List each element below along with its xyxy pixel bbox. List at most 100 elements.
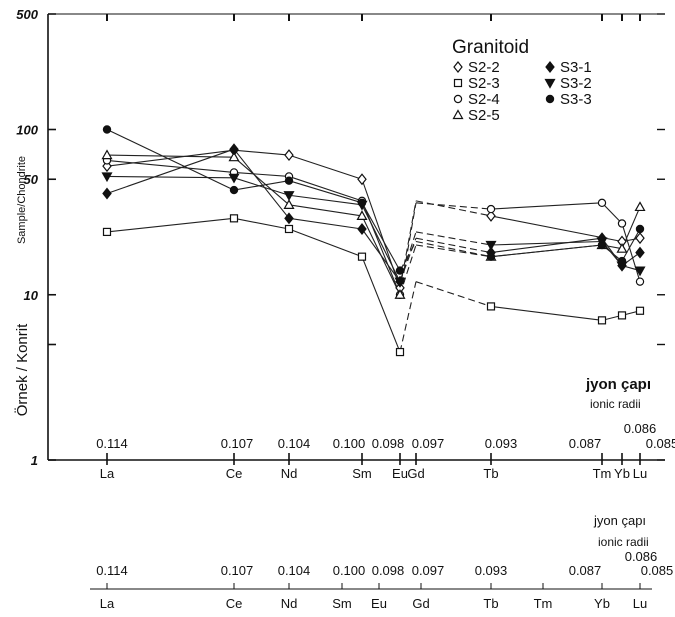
legend-marker-s3-1: [545, 61, 555, 73]
y-tick-labels: 500 100 50 10 1: [16, 7, 38, 468]
radius-label-sm: 0.100: [333, 436, 366, 451]
point-s3-2-eu: [394, 277, 406, 288]
series-s2-2-segment-gd-tb: [415, 200, 492, 217]
scale-radius-gd: 0.097: [412, 563, 445, 578]
x-label-eu: Eu: [392, 466, 408, 481]
series-s2-3-segment-la-ce: [106, 217, 235, 233]
series-s3-1-segment-tb-tm: [490, 237, 603, 254]
series-s2-4-segment-tm-yb: [601, 202, 623, 224]
series-s2-5-segment-eu-gd: [399, 244, 417, 295]
radius-label-tb: 0.093: [485, 436, 518, 451]
series-s3-2-segment-tb-tm: [490, 240, 603, 246]
point-s3-3-la: [102, 125, 112, 134]
point-s2-5-nd: [283, 199, 295, 209]
point-s3-1-ce: [229, 143, 239, 156]
x-label-tm: Tm: [593, 466, 612, 481]
series-s3-2-segment-sm-eu: [361, 204, 401, 282]
series-s3-3-segment-yb-lu: [621, 228, 641, 262]
series-s2-3-segment-ce-nd: [233, 217, 290, 230]
radius-label-eu: 0.098: [372, 436, 405, 451]
scale-element-la: La: [100, 596, 115, 611]
scale-radius-la: 0.114: [96, 563, 128, 578]
x-label-nd: Nd: [281, 466, 298, 481]
series-s2-4-segment-tb-tm: [490, 202, 603, 210]
scale-radius-ce: 0.107: [221, 563, 254, 578]
series-s2-5-segment-nd-sm: [288, 204, 363, 217]
scale-element-lu: Lu: [633, 596, 647, 611]
point-s3-3-yb: [617, 256, 627, 266]
point-s3-2-tb: [485, 240, 497, 251]
series-s2-4-segment-ce-nd: [233, 171, 290, 177]
legend-marker-s2-2: [453, 61, 463, 73]
radii-scale-values: 0.114 0.107 0.104 0.100 0.098 0.097 0.093 0.087…: [96, 549, 673, 578]
point-s2-5-lu: [634, 201, 646, 212]
point-s2-4-tm: [597, 198, 607, 208]
legend-label-s2-4: S2-4: [468, 91, 500, 108]
point-s2-3-nd: [284, 224, 294, 234]
point-s2-2-sm: [357, 173, 367, 186]
point-s2-3-lu: [635, 306, 645, 315]
point-s2-3-la: [102, 227, 112, 237]
point-s3-3-ce: [229, 185, 239, 195]
legend-label-s2-3: S2-3: [468, 75, 500, 92]
y-axis-label-secondary: Sample/Chondrite: [16, 156, 28, 244]
series-s3-1-segment-ce-nd: [233, 148, 290, 219]
point-s2-5-la: [101, 149, 113, 160]
point-s3-2-lu: [634, 266, 646, 277]
legend-title: Granitoid: [452, 37, 529, 58]
legend-marker-s3-2: [544, 78, 556, 89]
scale-radius-sm: 0.100: [333, 563, 366, 578]
radii-label-tr-bottom: jyon çapı: [593, 513, 646, 528]
radii-scale-ticks: [106, 583, 641, 589]
point-s3-3-nd: [284, 176, 294, 185]
point-s3-2-la: [101, 172, 113, 183]
ionic-radii-labels: 0.114 0.107 0.104 0.100 0.098 0.097 0.093 0.087…: [96, 421, 675, 451]
series-s2-5-segment-ce-nd: [233, 156, 290, 206]
point-s3-3-eu: [395, 266, 405, 275]
series-s2-4-segment-sm-eu: [361, 200, 401, 295]
point-s3-1-nd: [284, 212, 294, 225]
radius-label-lu: 0.085: [646, 436, 675, 451]
plot-frame: [47, 13, 665, 461]
series-s3-3-segment-tb-tm: [490, 244, 603, 258]
data-markers: [101, 125, 646, 357]
point-s2-3-ce: [229, 214, 239, 223]
x-label-tb: Tb: [483, 466, 498, 481]
legend-label-s3-1: S3-1: [560, 59, 592, 76]
scale-radius-tm: 0.087: [569, 563, 602, 578]
scale-element-gd: Gd: [412, 596, 429, 611]
point-s2-3-tm: [597, 316, 607, 325]
scale-element-tm: Tm: [534, 596, 553, 611]
legend: S2-2S2-3S2-4S2-5 S3-1S3-2S3-3: [452, 59, 592, 124]
radius-label-gd: 0.097: [412, 436, 445, 451]
series-s3-3-segment-la-ce: [106, 129, 235, 191]
y-tick-label-1: 1: [31, 453, 38, 468]
point-s2-5-sm: [356, 210, 368, 221]
series-s3-2-segment-ce-nd: [233, 177, 290, 196]
series-s2-4-segment-yb-lu: [621, 223, 641, 282]
scale-radius-nd: 0.104: [278, 563, 311, 578]
x-label-yb: Yb: [614, 466, 630, 481]
legend-marker-s3-3: [545, 94, 555, 104]
radius-label-ce: 0.107: [221, 436, 254, 451]
point-s3-3-sm: [357, 198, 367, 208]
x-label-sm: Sm: [352, 466, 372, 481]
point-s3-3-lu: [635, 224, 645, 234]
point-s2-2-nd: [284, 149, 294, 162]
point-s2-4-yb: [617, 219, 627, 228]
point-s3-1-sm: [357, 223, 367, 235]
point-s3-2-nd: [283, 191, 295, 201]
scale-radius-yb: 0.086: [625, 549, 658, 564]
series-s2-4-segment-nd-sm: [288, 175, 363, 202]
point-s3-1-la: [102, 187, 112, 200]
ionic-radii-scale: jyon çapı ionic radii 0.114 0.107 0.104 0.1…: [90, 513, 673, 611]
radius-label-yb: 0.086: [624, 421, 657, 436]
point-s3-1-lu: [635, 246, 645, 259]
series-s3-2-segment-la-ce: [106, 175, 235, 179]
point-s2-3-yb: [617, 311, 627, 320]
scale-radius-eu: 0.098: [372, 563, 405, 578]
x-label-gd: Gd: [407, 466, 424, 481]
point-s2-4-lu: [635, 277, 645, 286]
x-element-labels: La Ce Nd Sm Eu Gd Tb Tm Yb Lu: [100, 466, 647, 481]
